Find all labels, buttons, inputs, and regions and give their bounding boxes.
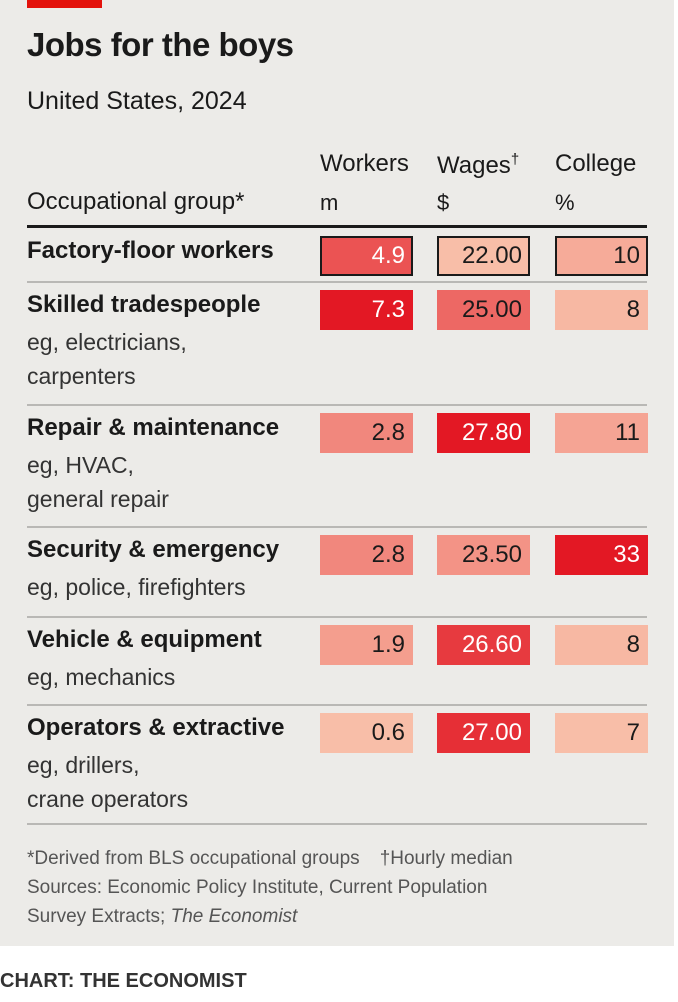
row-group-label: Repair & maintenance: [27, 414, 280, 441]
wages-column-unit: $: [437, 190, 450, 215]
bottom-rule: [27, 823, 647, 825]
row-divider: [27, 281, 647, 283]
college-value-cell: 11: [555, 413, 648, 453]
row-group-note: carpenters: [27, 363, 136, 389]
row-divider: [27, 616, 647, 618]
row-group-label: Security & emergency: [27, 536, 280, 563]
row-group-label: Factory-floor workers: [27, 237, 274, 264]
wages-value-cell: 25.00: [437, 290, 530, 330]
row-group-note: eg, HVAC,: [27, 452, 134, 478]
workers-value-cell: 0.6: [320, 713, 413, 753]
group-column-header: Occupational group*: [27, 188, 245, 215]
row-group-note: eg, police, firefighters: [27, 574, 246, 600]
college-value-cell: 8: [555, 625, 648, 665]
row-group-label: Skilled tradespeople: [27, 291, 261, 318]
row-group-label: Vehicle & equipment: [27, 626, 262, 653]
row-group-note: eg, mechanics: [27, 664, 176, 690]
wages-value-cell: 22.00: [437, 236, 530, 276]
workers-value-cell: 7.3: [320, 290, 413, 330]
footnote-sources-1: Sources: Economic Policy Institute, Curr…: [27, 877, 488, 898]
footnote-sources-2: Survey Extracts; The Economist: [27, 907, 297, 926]
college-value-cell: 8: [555, 290, 648, 330]
economist-red-tag: [27, 0, 102, 8]
row-group-note: general repair: [27, 486, 169, 512]
row-divider: [27, 704, 647, 706]
footnote-sources-text: Survey Extracts;: [27, 906, 171, 927]
college-value-cell: 7: [555, 713, 648, 753]
wages-dagger-mark: †: [510, 151, 520, 168]
row-group-label: Operators & extractive: [27, 714, 285, 741]
workers-value-cell: 1.9: [320, 625, 413, 665]
row-group-note: eg, drillers,: [27, 752, 140, 778]
chart-credit: CHART: THE ECONOMIST: [0, 970, 247, 992]
workers-value-cell: 4.9: [320, 236, 413, 276]
college-value-cell: 33: [555, 535, 648, 575]
footnote-hourly: †Hourly median: [379, 848, 513, 869]
row-divider: [27, 526, 647, 528]
wages-value-cell: 26.60: [437, 625, 530, 665]
chart-title: Jobs for the boys: [27, 26, 294, 63]
college-column-unit: %: [555, 190, 575, 215]
wages-value-cell: 27.00: [437, 713, 530, 753]
row-divider: [27, 404, 647, 406]
college-value-cell: 10: [555, 236, 648, 276]
wages-value-cell: 23.50: [437, 535, 530, 575]
workers-value-cell: 2.8: [320, 535, 413, 575]
wages-column-label: Wages: [437, 152, 511, 179]
header-rule: [27, 225, 647, 228]
wages-column-header: Wages†: [437, 152, 519, 178]
footnote-derived: *Derived from BLS occupational groups: [27, 848, 360, 869]
row-group-note: eg, electricians,: [27, 329, 187, 355]
chart-subtitle: United States, 2024: [27, 87, 247, 115]
college-column-header: College: [555, 150, 637, 177]
chart-panel: Jobs for the boys United States, 2024 Oc…: [0, 0, 674, 946]
workers-column-unit: m: [320, 190, 339, 215]
footnote-line-1: *Derived from BLS occupational groups †Ho…: [27, 849, 513, 868]
workers-column-header: Workers: [320, 150, 409, 177]
wages-value-cell: 27.80: [437, 413, 530, 453]
footnote-sources-publication: The Economist: [170, 906, 298, 927]
workers-value-cell: 2.8: [320, 413, 413, 453]
row-group-note: crane operators: [27, 786, 189, 812]
